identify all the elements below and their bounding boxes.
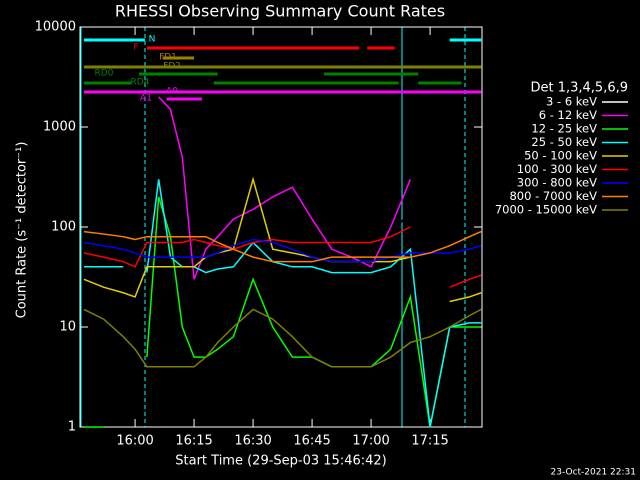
x-tick-label: 16:45 (293, 434, 330, 449)
flag-label: A1 (140, 94, 152, 104)
flag-label: F (133, 43, 138, 53)
series-line (146, 196, 482, 428)
y-tick-label: 10 (59, 320, 76, 335)
x-axis-label: Start Time (29-Sep-03 15:46:42) (175, 454, 386, 469)
time-markers (80, 27, 466, 427)
legend-label: 7000 - 15000 keV (495, 203, 597, 217)
legend-label: 300 - 800 keV (517, 176, 597, 190)
x-tick-label: 16:15 (175, 434, 212, 449)
legend-label: 800 - 7000 keV (509, 189, 597, 203)
series-line (83, 226, 411, 268)
legend-label: 25 - 50 keV (531, 135, 597, 149)
series-line (449, 274, 482, 288)
y-tick-label: 1 (68, 420, 76, 435)
x-tick-label: 17:15 (411, 434, 448, 449)
y-axis-label: Count Rate (s⁻¹ detector⁻¹) (15, 142, 30, 319)
legend-label: 12 - 25 keV (531, 122, 597, 136)
y-tick-label: 100 (51, 220, 76, 235)
footer: 23-Oct-2021 22:31 (551, 468, 636, 478)
x-tick-label: 16:30 (234, 434, 271, 449)
y-tick-label: 1000 (43, 120, 76, 135)
legend-label: 100 - 300 keV (517, 162, 597, 176)
series-line (83, 230, 482, 263)
flag-label: RD4 (131, 78, 150, 88)
flag-label: A0 (166, 87, 178, 97)
flag-label: N (149, 35, 156, 45)
series-line (146, 179, 482, 428)
series-line (83, 308, 482, 368)
legend-label: 6 - 12 keV (539, 108, 597, 122)
chart-title: RHESSI Observing Summary Count Rates (115, 2, 445, 21)
x-tick-label: 17:00 (352, 434, 389, 449)
legend-title: Det 1,3,4,5,6,9 (530, 81, 628, 96)
series-line (449, 292, 482, 303)
legend-label: 50 - 100 keV (524, 149, 597, 163)
flag-label: FD1 (159, 53, 177, 63)
series-line (83, 238, 482, 263)
flag-label: FD2 (163, 62, 181, 72)
flag-label: RD0 (95, 69, 114, 79)
series-line (83, 176, 411, 298)
x-tick-label: 16:00 (116, 434, 153, 449)
y-tick-label: 10000 (35, 20, 76, 35)
legend-label: 3 - 6 keV (546, 95, 597, 109)
